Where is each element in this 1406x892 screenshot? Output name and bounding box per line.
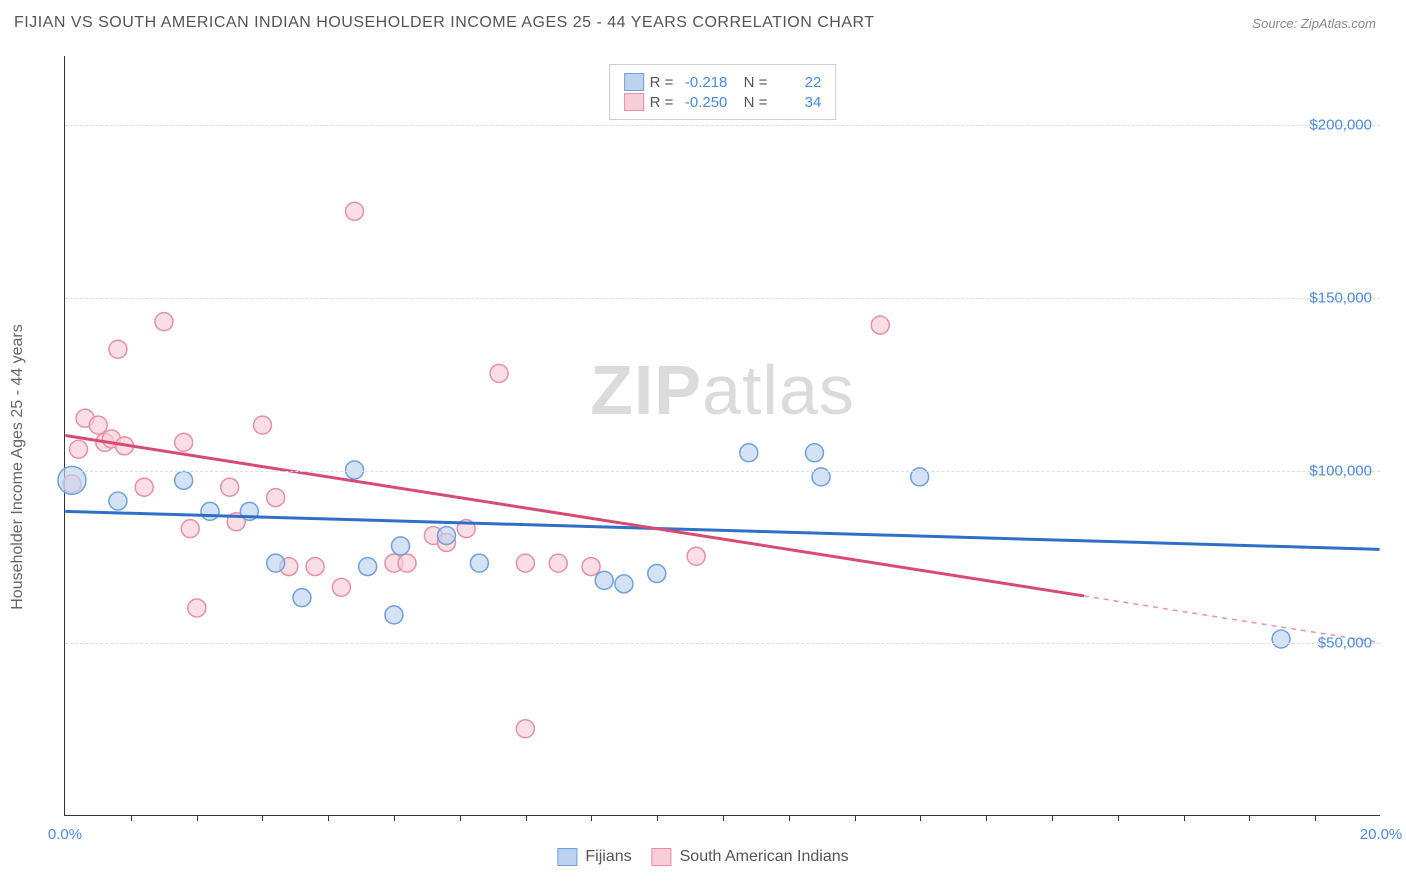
data-point-fijians [392, 537, 410, 555]
data-point-sai [89, 416, 107, 434]
data-point-fijians [109, 492, 127, 510]
data-point-sai [582, 558, 600, 576]
data-point-sai [175, 433, 193, 451]
gridline [65, 643, 1380, 644]
data-point-sai [346, 202, 364, 220]
x-tick-label: 0.0% [48, 826, 82, 843]
data-point-sai [516, 720, 534, 738]
data-point-sai [109, 340, 127, 358]
n-value-sai: 34 [773, 94, 821, 111]
gridline [65, 471, 1380, 472]
data-point-fijians [385, 606, 403, 624]
data-point-fijians [175, 471, 193, 489]
data-point-sai [135, 478, 153, 496]
r-value-sai: -0.250 [679, 94, 727, 111]
data-point-sai [70, 440, 88, 458]
data-point-sai [155, 313, 173, 331]
chart-area: Householder Income Ages 25 - 44 years ZI… [14, 48, 1392, 868]
source-name: ZipAtlas.com [1301, 16, 1376, 31]
y-tick-label: $150,000 [1309, 289, 1372, 306]
x-tick [855, 815, 856, 821]
x-tick [197, 815, 198, 821]
data-point-sai [516, 554, 534, 572]
source-attribution: Source: ZipAtlas.com [1252, 16, 1376, 31]
header-row: FIJIAN VS SOUTH AMERICAN INDIAN HOUSEHOL… [0, 0, 1406, 38]
x-tick [394, 815, 395, 821]
swatch-fijians [624, 73, 644, 91]
x-tick [262, 815, 263, 821]
swatch-sai [624, 93, 644, 111]
data-point-fijians [438, 527, 456, 545]
x-tick [1118, 815, 1119, 821]
series-legend: Fijians South American Indians [557, 848, 848, 866]
x-tick [1315, 815, 1316, 821]
data-point-fijians [615, 575, 633, 593]
x-tick [1052, 815, 1053, 821]
chart-title: FIJIAN VS SOUTH AMERICAN INDIAN HOUSEHOL… [14, 14, 875, 32]
x-tick-label: 20.0% [1360, 826, 1403, 843]
legend-label-fijians: Fijians [585, 848, 631, 866]
data-point-fijians [806, 444, 824, 462]
data-point-sai [332, 578, 350, 596]
data-point-fijians [740, 444, 758, 462]
x-tick [1249, 815, 1250, 821]
data-point-fijians [201, 502, 219, 520]
data-point-sai [254, 416, 272, 434]
data-point-sai [490, 364, 508, 382]
x-tick [920, 815, 921, 821]
data-point-sai [181, 520, 199, 538]
data-point-fijians [359, 558, 377, 576]
r-label: R = [650, 94, 674, 111]
chart-container: FIJIAN VS SOUTH AMERICAN INDIAN HOUSEHOL… [0, 0, 1406, 892]
legend-item-sai: South American Indians [652, 848, 849, 866]
data-point-sai [549, 554, 567, 572]
x-tick [460, 815, 461, 821]
data-point-sai [188, 599, 206, 617]
x-tick [1184, 815, 1185, 821]
r-value-fijians: -0.218 [679, 74, 727, 91]
correlation-legend: R = -0.218 N = 22 R = -0.250 N = 34 [609, 64, 837, 120]
data-point-fijians [648, 565, 666, 583]
x-tick [723, 815, 724, 821]
data-point-fijians [1272, 630, 1290, 648]
x-tick [131, 815, 132, 821]
data-point-sai [398, 554, 416, 572]
x-tick [526, 815, 527, 821]
legend-row-fijians: R = -0.218 N = 22 [624, 73, 822, 91]
gridline [65, 125, 1380, 126]
y-tick-label: $50,000 [1318, 635, 1372, 652]
data-point-sai [687, 547, 705, 565]
data-point-fijians [595, 571, 613, 589]
data-point-fijians [293, 589, 311, 607]
swatch-sai-icon [652, 848, 672, 866]
n-label: N = [744, 74, 768, 91]
legend-label-sai: South American Indians [680, 848, 849, 866]
legend-item-fijians: Fijians [557, 848, 631, 866]
gridline [65, 298, 1380, 299]
data-point-sai [267, 489, 285, 507]
r-label: R = [650, 74, 674, 91]
y-tick-label: $100,000 [1309, 462, 1372, 479]
x-tick [657, 815, 658, 821]
y-axis-label: Householder Income Ages 25 - 44 years [9, 324, 27, 610]
y-tick-label: $200,000 [1309, 117, 1372, 134]
n-label: N = [744, 94, 768, 111]
legend-row-sai: R = -0.250 N = 34 [624, 93, 822, 111]
source-label: Source: [1252, 16, 1297, 31]
swatch-fijians-icon [557, 848, 577, 866]
data-point-sai [306, 558, 324, 576]
scatter-svg [65, 56, 1380, 815]
data-point-sai [221, 478, 239, 496]
plot-area: ZIPatlas R = -0.218 N = 22 R = -0.250 N … [64, 56, 1380, 816]
data-point-fijians [267, 554, 285, 572]
x-tick [789, 815, 790, 821]
x-tick [328, 815, 329, 821]
data-point-fijians [470, 554, 488, 572]
data-point-sai [871, 316, 889, 334]
x-tick [986, 815, 987, 821]
regression-line-fijians [65, 511, 1379, 549]
n-value-fijians: 22 [773, 74, 821, 91]
x-tick [591, 815, 592, 821]
